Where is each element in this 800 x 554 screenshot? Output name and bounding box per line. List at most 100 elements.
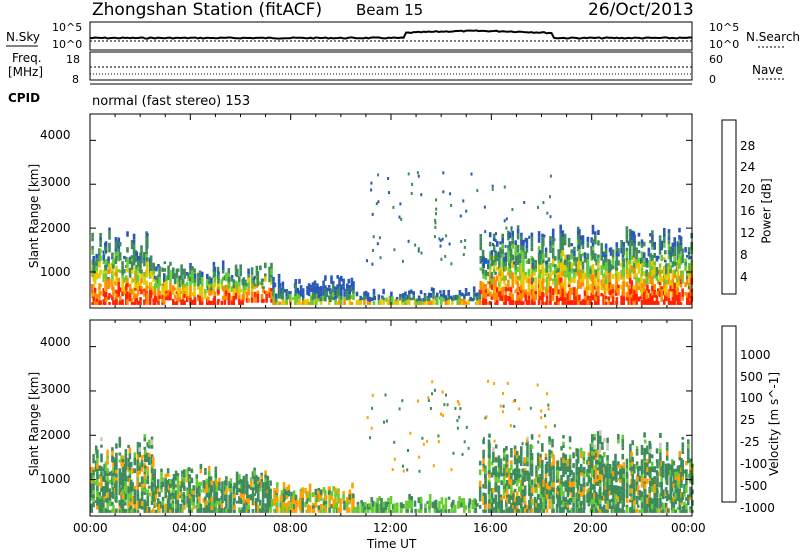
heatmap-cell xyxy=(220,279,224,285)
heatmap-cell xyxy=(593,433,596,437)
heatmap-cell xyxy=(678,249,681,254)
heatmap-cell xyxy=(147,453,151,457)
heatmap-cell xyxy=(582,460,586,465)
heatmap-cell xyxy=(562,452,565,458)
heatmap-cell xyxy=(593,469,596,474)
heatmap-cell xyxy=(609,301,613,305)
heatmap-cell xyxy=(591,289,595,296)
heatmap-cell xyxy=(112,291,115,297)
heatmap-cell xyxy=(653,509,656,513)
heatmap-cell xyxy=(153,497,156,502)
heatmap-cell xyxy=(557,267,560,273)
heatmap-cell xyxy=(642,284,646,288)
heatmap-cell xyxy=(562,458,565,463)
heatmap-cell xyxy=(464,292,468,296)
heatmap-cell xyxy=(664,502,668,509)
heatmap-cell xyxy=(544,247,548,253)
heatmap-cell xyxy=(497,497,501,501)
heatmap-cell xyxy=(601,469,604,475)
heatmap-cell xyxy=(547,273,551,279)
heatmap-cell xyxy=(625,507,629,513)
heatmap-cell xyxy=(628,244,632,249)
heatmap-cell xyxy=(138,498,141,504)
heatmap-cell xyxy=(118,442,122,448)
heatmap-cell xyxy=(678,263,681,269)
heatmap-cell xyxy=(229,508,233,513)
heatmap-cell xyxy=(640,267,644,272)
heatmap-cell xyxy=(678,245,681,250)
heatmap-cell xyxy=(539,275,542,278)
heatmap-cell xyxy=(512,508,515,513)
heatmap-cell xyxy=(516,244,520,249)
heatmap-cell xyxy=(687,292,691,296)
heatmap-cell xyxy=(561,271,565,277)
heatmap-cell xyxy=(499,250,502,255)
heatmap-cell xyxy=(600,265,603,271)
heatmap-cell xyxy=(152,461,155,468)
heatmap-cell xyxy=(270,269,273,275)
heatmap-cell xyxy=(305,496,309,501)
heatmap-cell xyxy=(183,495,186,500)
heatmap-cell xyxy=(136,465,140,471)
heatmap-cell xyxy=(560,291,563,297)
heatmap-cell xyxy=(586,236,590,243)
heatmap-cell xyxy=(604,278,608,285)
heatmap-cell xyxy=(294,293,298,297)
heatmap-cell xyxy=(561,288,565,293)
heatmap-cell xyxy=(589,486,593,492)
heatmap-cell xyxy=(556,500,560,504)
heatmap-cell xyxy=(499,279,502,285)
heatmap-cell xyxy=(610,485,614,491)
heatmap-cell xyxy=(296,287,299,294)
scatter-echo xyxy=(540,416,543,420)
heatmap-cell xyxy=(264,262,267,269)
heatmap-cell xyxy=(213,271,216,277)
heatmap-cell xyxy=(601,492,604,496)
heatmap-cell xyxy=(566,296,570,301)
heatmap-cell xyxy=(128,447,132,454)
heatmap-cell xyxy=(640,451,644,455)
heatmap-cell xyxy=(366,301,370,305)
heatmap-cell xyxy=(512,490,515,494)
heatmap-cell xyxy=(174,475,178,481)
nsky-tick-top: 10^5 xyxy=(52,21,83,34)
heatmap-cell xyxy=(575,462,578,467)
heatmap-cell xyxy=(136,459,140,466)
heatmap-cell xyxy=(609,283,613,290)
heatmap-cell xyxy=(148,295,152,302)
heatmap-cell xyxy=(573,272,576,279)
heatmap-cell xyxy=(115,480,118,486)
heatmap-cell xyxy=(599,461,602,467)
heatmap-cell xyxy=(181,470,184,477)
heatmap-cell xyxy=(161,505,165,510)
heatmap-cell xyxy=(651,230,654,235)
heatmap-cell xyxy=(165,293,168,297)
heatmap-cell xyxy=(108,268,111,274)
heatmap-cell xyxy=(678,510,682,513)
heatmap-cell xyxy=(678,506,682,511)
heatmap-cell xyxy=(497,463,501,468)
heatmap-cell xyxy=(637,296,641,302)
heatmap-cell xyxy=(555,509,559,513)
heatmap-cell xyxy=(617,288,620,292)
heatmap-cell xyxy=(108,510,112,513)
heatmap-cell xyxy=(687,295,691,300)
heatmap-cell xyxy=(505,504,508,508)
heatmap-cell xyxy=(269,480,272,486)
heatmap-cell xyxy=(583,272,587,277)
heatmap-cell xyxy=(239,483,243,489)
heatmap-cell xyxy=(575,291,578,297)
heatmap-cell xyxy=(517,478,521,483)
heatmap-cell xyxy=(494,444,498,449)
heatmap-cell xyxy=(225,485,228,489)
scatter-echo xyxy=(484,230,487,234)
heatmap-cell xyxy=(516,275,520,280)
scatter-echo xyxy=(456,419,459,423)
heatmap-cell xyxy=(217,271,220,275)
heatmap-cell xyxy=(208,300,211,305)
heatmap-cell xyxy=(595,269,598,276)
heatmap-cell xyxy=(549,236,552,241)
heatmap-cell xyxy=(524,292,528,299)
heatmap-cell xyxy=(560,241,563,248)
heatmap-cell xyxy=(152,298,155,303)
